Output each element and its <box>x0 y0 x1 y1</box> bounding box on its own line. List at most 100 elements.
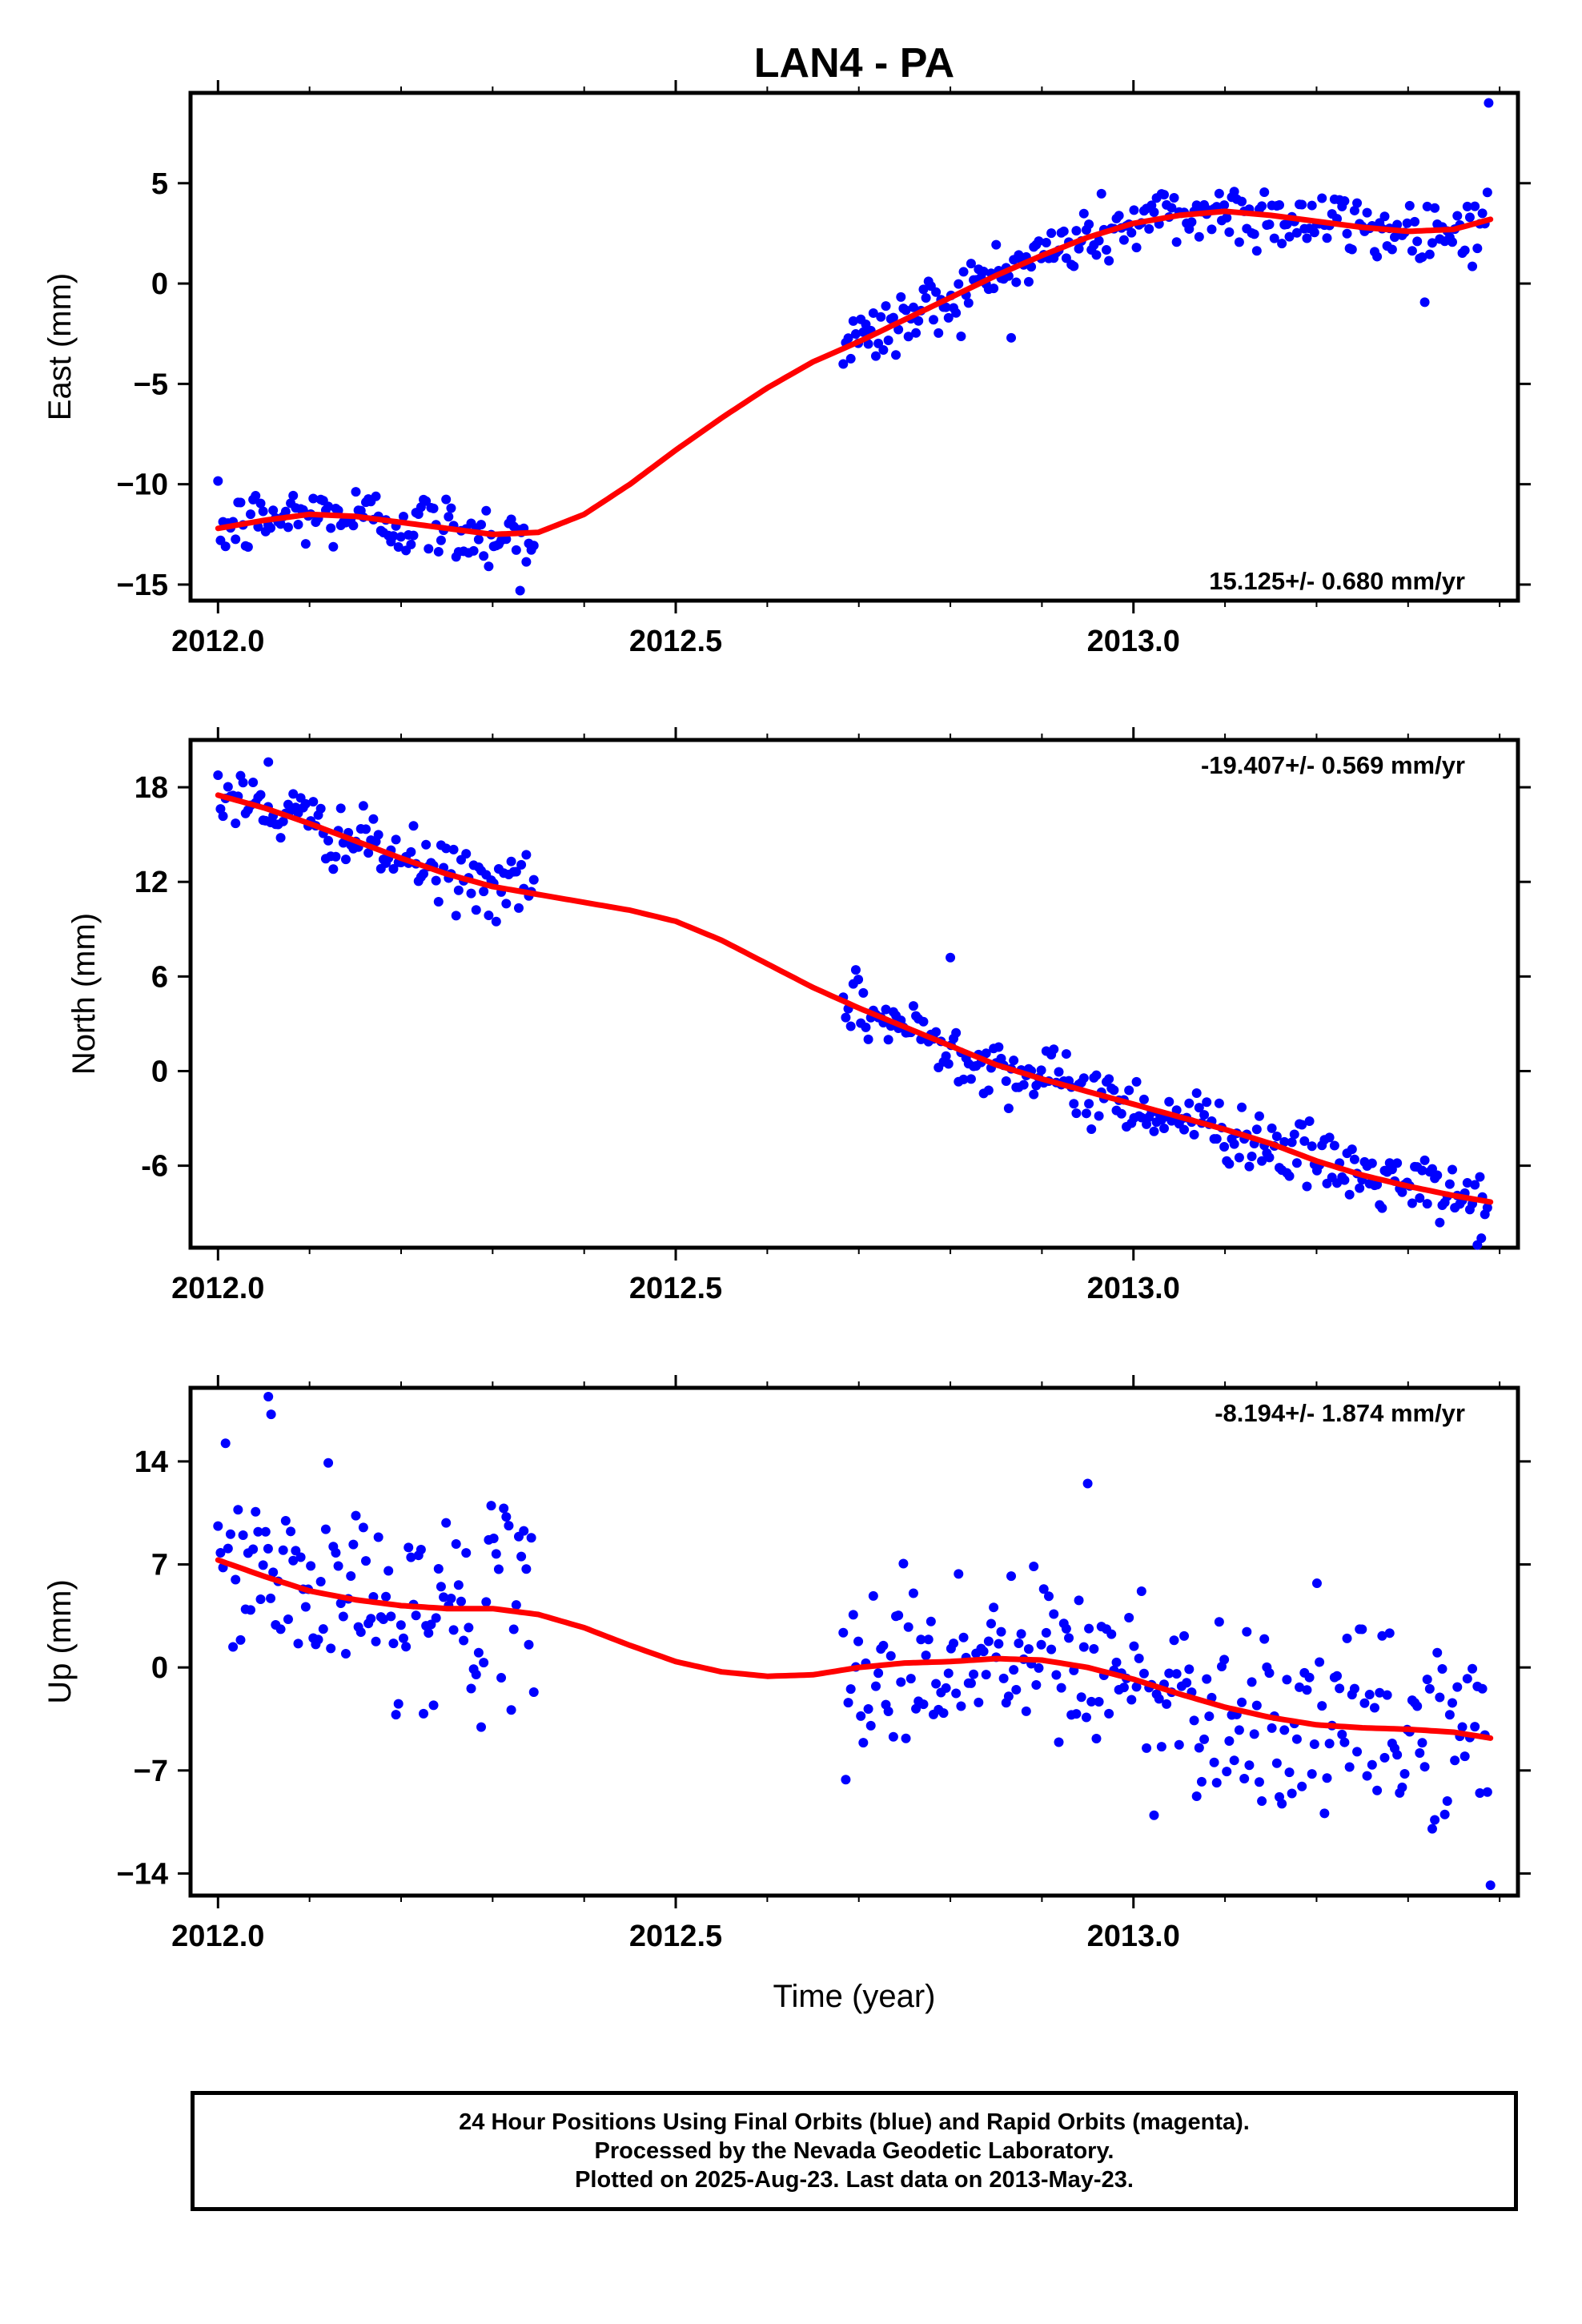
data-point-north <box>841 1012 851 1023</box>
data-point-east <box>1078 208 1089 219</box>
data-point-north <box>1267 1123 1277 1133</box>
x-tick-label-north: 2012.5 <box>629 1272 722 1305</box>
data-point-north <box>1094 1111 1104 1121</box>
data-point-up <box>1106 1629 1117 1639</box>
y-tick-label-north: -6 <box>141 1150 168 1184</box>
data-point-north <box>1036 1065 1046 1076</box>
data-point-east <box>876 312 886 322</box>
y-tick-label-east: −10 <box>117 468 168 502</box>
outlier-point-north <box>263 757 274 767</box>
data-point-up <box>1332 1671 1343 1681</box>
data-point-north <box>1029 1089 1039 1100</box>
data-point-up <box>526 1533 536 1543</box>
data-point-north <box>453 885 464 895</box>
data-point-north <box>918 1016 929 1027</box>
data-point-east <box>1069 261 1079 271</box>
data-point-up <box>1372 1785 1383 1795</box>
data-point-east <box>901 305 911 316</box>
data-point-north <box>1447 1164 1458 1175</box>
data-point-east <box>1234 237 1244 247</box>
data-point-east <box>326 523 336 533</box>
y-tick-label-north: 12 <box>135 866 168 899</box>
data-point-east <box>433 546 444 557</box>
data-point-up <box>366 1614 376 1624</box>
outlier-point-up <box>263 1392 274 1402</box>
data-point-up <box>996 1626 1006 1637</box>
data-point-east <box>1058 226 1069 236</box>
data-point-east <box>1291 227 1302 238</box>
data-point-north <box>471 905 481 915</box>
data-point-east <box>1194 231 1204 242</box>
data-point-up <box>411 1610 421 1621</box>
data-point-up <box>1016 1629 1026 1639</box>
data-point-up <box>956 1701 966 1711</box>
data-point-north <box>1009 1055 1019 1066</box>
data-point-up <box>1251 1700 1262 1711</box>
data-point-up <box>865 1720 876 1731</box>
data-point-up <box>905 1674 916 1684</box>
data-point-up <box>431 1613 441 1623</box>
data-point-up <box>856 1711 866 1721</box>
data-point-east <box>1041 238 1051 248</box>
data-point-up <box>1014 1638 1024 1648</box>
data-point-north <box>1279 1136 1290 1147</box>
data-point-north <box>1124 1085 1134 1096</box>
data-point-north <box>1287 1137 1297 1148</box>
data-point-east <box>1214 188 1224 199</box>
y-axis-label-east: East (mm) <box>42 273 78 420</box>
data-point-up <box>1131 1682 1142 1692</box>
data-point-up <box>506 1705 516 1715</box>
data-point-north <box>908 1001 918 1011</box>
data-point-up <box>1419 1762 1430 1772</box>
data-point-east <box>1462 201 1472 211</box>
data-point-up <box>300 1602 311 1612</box>
data-point-up <box>938 1708 949 1719</box>
data-point-east <box>1251 246 1262 256</box>
data-point-east <box>928 315 938 325</box>
data-point-up <box>1149 1810 1159 1820</box>
data-point-north <box>315 803 326 814</box>
data-point-up <box>949 1638 959 1649</box>
data-point-north <box>506 856 516 866</box>
data-point-north <box>408 821 419 831</box>
data-point-up <box>464 1622 474 1633</box>
data-point-east <box>1402 218 1412 228</box>
data-point-east <box>1034 236 1044 247</box>
data-point-north <box>521 850 532 860</box>
data-point-north <box>966 1074 976 1084</box>
data-point-east <box>1477 208 1488 219</box>
data-point-north <box>1199 1110 1210 1120</box>
data-point-east <box>268 505 279 516</box>
data-point-up <box>1046 1644 1057 1655</box>
data-point-east <box>1297 199 1307 210</box>
data-point-up <box>901 1733 911 1743</box>
data-point-east <box>1472 243 1483 254</box>
data-point-up <box>978 1647 989 1657</box>
data-point-east <box>528 541 539 551</box>
data-point-up <box>1309 1739 1319 1749</box>
data-point-up <box>868 1590 878 1601</box>
data-point-east <box>1249 229 1259 239</box>
data-point-east <box>511 545 521 555</box>
data-point-east <box>323 501 334 512</box>
data-point-up <box>355 1627 366 1638</box>
data-point-north <box>1219 1141 1230 1152</box>
data-point-up <box>943 1668 954 1679</box>
data-point-east <box>845 353 856 364</box>
data-point-up <box>268 1567 279 1578</box>
data-point-east <box>251 491 261 501</box>
data-point-up <box>1009 1665 1019 1675</box>
data-point-up <box>873 1668 884 1679</box>
data-point-up <box>1475 1788 1485 1799</box>
data-point-up <box>1202 1674 1212 1684</box>
data-point-east <box>966 259 976 269</box>
data-point-east <box>870 351 881 361</box>
data-point-east <box>989 283 999 294</box>
data-point-up <box>1377 1630 1387 1641</box>
data-point-east <box>266 523 276 533</box>
data-point-up <box>1249 1729 1259 1739</box>
data-point-east <box>951 308 962 318</box>
data-point-north <box>983 1085 994 1096</box>
data-point-up <box>499 1503 509 1514</box>
data-point-up <box>1277 1799 1287 1809</box>
